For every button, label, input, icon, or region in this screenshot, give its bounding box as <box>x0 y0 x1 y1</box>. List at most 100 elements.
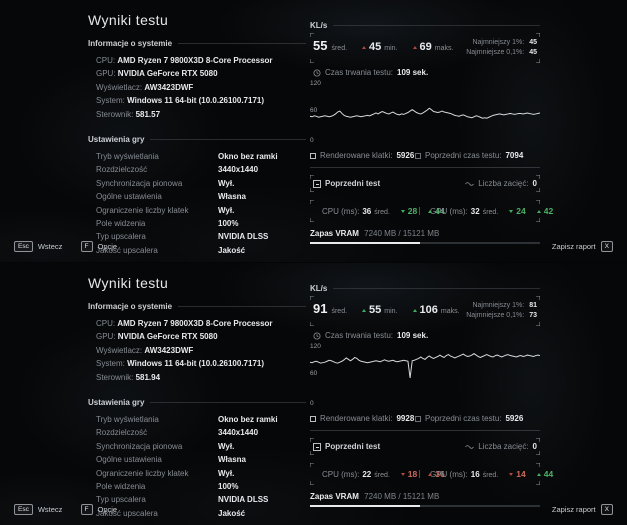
settings-row: Pole widzenia 100% <box>88 217 306 230</box>
delta-triangle-icon <box>509 210 514 213</box>
game-settings-heading-label: Ustawienia gry <box>88 134 145 144</box>
fps-line-chart <box>310 347 540 404</box>
checkbox-icon <box>415 152 421 159</box>
performance-column: KL/s 55 śred. 45 min. 69 maks. Najmniejs… <box>310 20 554 244</box>
checkbox-icon <box>310 152 316 159</box>
back-hint[interactable]: Esc Wstecz <box>14 241 62 252</box>
settings-row: Jakość upscalera Jakość <box>88 507 306 520</box>
system-info-heading-label: Informacje o systemie <box>88 38 173 48</box>
settings-row: Tryb wyświetlania Okno bez ramki <box>88 413 306 426</box>
fps-heading-label: KL/s <box>310 283 328 293</box>
gpu-avg-value: 32 <box>470 207 480 216</box>
row-label: Rozdzielczość <box>96 165 148 175</box>
chart-legend: Renderowane klatki: 9928 Poprzedni czas … <box>310 414 540 431</box>
settings-row: Tryb wyświetlania Okno bez ramki <box>88 150 306 163</box>
previous-time-toggle[interactable]: Poprzedni czas testu: 5926 <box>415 414 523 423</box>
row-label: CPU: <box>96 56 118 65</box>
f-key-badge: F <box>80 241 93 252</box>
rendered-frames-toggle[interactable]: Renderowane klatki: 9928 <box>310 414 415 423</box>
cpu-max-chip: 36 <box>428 469 445 479</box>
row-value: AMD Ryzen 7 9800X3D 8-Core Processor <box>117 56 273 65</box>
section-divider <box>150 138 306 140</box>
row-value: 100% <box>218 482 239 492</box>
max-fps-chip: 106 maks. <box>412 304 460 316</box>
row-value: Wył. <box>218 178 235 188</box>
delta-triangle-icon <box>536 473 541 476</box>
max-fps-value: 69 <box>419 41 432 53</box>
fps-heading: KL/s <box>310 283 540 293</box>
row-label: GPU: <box>96 332 118 342</box>
delta-triangle-icon <box>509 473 514 476</box>
settings-row: Rozdzielczość 3440x1440 <box>88 163 306 176</box>
back-hint[interactable]: Esc Wstecz <box>14 504 62 515</box>
row-value: NVIDIA DLSS <box>218 232 269 242</box>
clock-icon <box>313 69 321 76</box>
y-axis-tick: 120 <box>310 343 321 350</box>
delta-triangle-icon <box>362 46 367 49</box>
options-hint[interactable]: F Opcje <box>80 504 117 515</box>
gpu-frametime: GPU (ms): 32 śred. 24 42 <box>430 206 554 216</box>
footer-left: Esc Wstecz F Opcje <box>14 504 133 515</box>
benchmark-results-panel: Wyniki testu Informacje o systemie CPU: … <box>0 263 627 525</box>
delta-triangle-icon <box>412 309 417 312</box>
previous-test-row: Poprzedni test Liczba zacięć: 0 <box>310 175 540 192</box>
footer-bar: Esc Wstecz F Opcje Zapisz raport X <box>14 241 613 252</box>
max-fps-chip: 69 maks. <box>412 41 453 53</box>
section-divider <box>150 401 306 403</box>
system-info-row: System: Windows 11 64-bit (10.0.26100.71… <box>88 94 306 107</box>
vertical-divider <box>419 470 420 478</box>
section-divider <box>178 42 306 44</box>
row-value: Okno bez ramki <box>218 152 278 162</box>
settings-row: Rozdzielczość 3440x1440 <box>88 426 306 439</box>
row-value: Wył. <box>218 468 235 478</box>
vram-value: 7240 MB / 15121 MB <box>364 229 440 238</box>
game-settings-list: Tryb wyświetlania Okno bez ramki Rozdzielc… <box>88 150 306 257</box>
fps-stats: 55 śred. 45 min. 69 maks. Najmniejszy 1%… <box>310 33 540 63</box>
section-divider <box>333 287 540 289</box>
row-value: Jakość <box>218 508 246 518</box>
checkbox-icon <box>310 415 316 422</box>
row-label: CPU: <box>96 319 118 328</box>
rendered-frames-toggle[interactable]: Renderowane klatki: 5926 <box>310 151 415 160</box>
cpu-avg-value: 36 <box>362 207 372 216</box>
stutter-wave-icon <box>465 181 475 186</box>
frametime-stats: CPU (ms): 22 śred. 18 36 GPU (ms): 16 śr… <box>310 463 553 485</box>
save-report-hint[interactable]: Zapisz raport X <box>552 504 613 515</box>
row-label: Typ upscalera <box>96 495 146 505</box>
left-column: Wyniki testu Informacje o systemie CPU: … <box>88 275 306 520</box>
cpu-min-chip: 18 <box>400 469 417 479</box>
max-fps-value: 106 <box>419 304 438 316</box>
min-fps-label: min. <box>384 308 398 315</box>
duration-value: 109 sek. <box>397 331 429 340</box>
x-key-badge: X <box>600 241 613 252</box>
system-info-row: GPU: NVIDIA GeForce RTX 5080 <box>88 67 306 80</box>
previous-time-toggle[interactable]: Poprzedni czas testu: 7094 <box>415 151 523 160</box>
settings-row: Ograniczenie liczby klatek Wył. <box>88 204 306 217</box>
test-duration: Czas trwania testu: 109 sek. <box>310 331 540 340</box>
settings-row: Pole widzenia 100% <box>88 480 306 493</box>
section-divider <box>333 24 540 26</box>
page-title: Wyniki testu <box>88 12 169 28</box>
system-info-heading-label: Informacje o systemie <box>88 301 173 311</box>
row-value: NVIDIA DLSS <box>218 495 269 505</box>
game-settings-heading: Ustawienia gry <box>88 397 306 407</box>
save-report-hint[interactable]: Zapisz raport X <box>552 241 613 252</box>
row-value: AW3423DWF <box>144 82 194 92</box>
row-label: Tryb wyświetlania <box>96 152 159 162</box>
settings-row: Ogólne ustawienia Własna <box>88 453 306 466</box>
system-info-list: CPU: AMD Ryzen 7 9800X3D 8-Core Processo… <box>88 54 306 121</box>
left-column: Wyniki testu Informacje o systemie CPU: … <box>88 12 306 257</box>
checkbox-dash-icon <box>313 179 321 188</box>
system-info-row: Sterownik: 581.57 <box>88 108 306 121</box>
checkbox-dash-icon <box>313 442 321 451</box>
options-hint[interactable]: F Opcje <box>80 241 117 252</box>
previous-test-toggle[interactable]: Poprzedni test <box>313 442 380 451</box>
settings-row: Synchronizacja pionowa Wył. <box>88 177 306 190</box>
page-title: Wyniki testu <box>88 275 169 291</box>
x-key-badge: X <box>600 504 613 515</box>
row-label: Typ upscalera <box>96 232 146 242</box>
fps-stats: 91 śred. 55 min. 106 maks. Najmniejszy 1… <box>310 296 540 326</box>
previous-test-toggle[interactable]: Poprzedni test <box>313 179 380 188</box>
footer-bar: Esc Wstecz F Opcje Zapisz raport X <box>14 504 613 515</box>
vram-bar <box>310 242 540 244</box>
